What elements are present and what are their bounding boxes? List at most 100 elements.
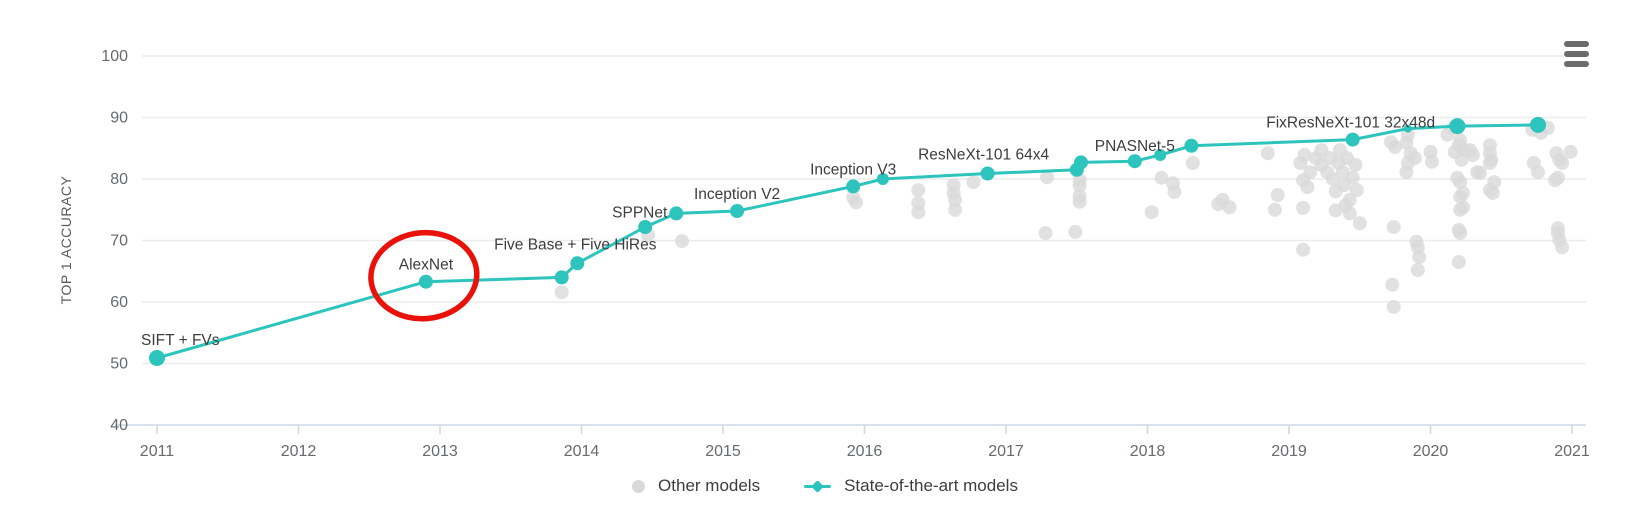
- other-model-point[interactable]: [1349, 183, 1364, 198]
- other-model-point[interactable]: [1260, 146, 1275, 161]
- other-model-point[interactable]: [1386, 220, 1401, 234]
- other-model-point[interactable]: [1410, 263, 1425, 277]
- menu-bar: [1564, 61, 1589, 67]
- sota-point[interactable]: [1154, 149, 1167, 161]
- other-model-point[interactable]: [1297, 148, 1312, 162]
- legend-item-other-models[interactable]: Other models: [632, 476, 760, 496]
- sota-point[interactable]: [1345, 132, 1360, 147]
- other-model-point[interactable]: [911, 205, 926, 220]
- other-model-point[interactable]: [1068, 224, 1083, 239]
- sota-point-label: PNASNet-5: [1095, 138, 1175, 155]
- other-model-point[interactable]: [675, 234, 689, 249]
- other-model-point[interactable]: [1038, 226, 1053, 241]
- other-model-point[interactable]: [1167, 184, 1182, 199]
- hamburger-menu-icon[interactable]: [1564, 40, 1592, 68]
- other-model-point[interactable]: [948, 192, 963, 207]
- other-model-point[interactable]: [1154, 170, 1169, 185]
- sota-point[interactable]: [846, 179, 861, 194]
- circle-marker-icon: [632, 479, 646, 493]
- other-model-point[interactable]: [1412, 250, 1427, 265]
- other-model-point[interactable]: [1563, 144, 1578, 159]
- sota-point[interactable]: [669, 206, 684, 221]
- other-model-point[interactable]: [1453, 202, 1468, 217]
- sota-point[interactable]: [570, 256, 585, 271]
- sota-point[interactable]: [418, 274, 433, 289]
- sota-point-label: Inception V2: [694, 186, 780, 203]
- other-model-point[interactable]: [911, 183, 926, 198]
- other-model-point[interactable]: [849, 195, 863, 210]
- sota-point[interactable]: [554, 270, 569, 285]
- x-tick-label: 2020: [1413, 443, 1449, 460]
- other-model-point[interactable]: [1342, 206, 1357, 221]
- other-model-point[interactable]: [554, 285, 569, 300]
- sota-point-label: Five Base + Five HiRes: [494, 236, 657, 253]
- other-model-point[interactable]: [1345, 170, 1360, 185]
- other-model-point[interactable]: [948, 202, 963, 217]
- legend-label: Other models: [658, 476, 761, 495]
- other-model-point[interactable]: [1072, 178, 1087, 193]
- line-diamond-marker-icon: [804, 479, 832, 493]
- menu-bar: [1564, 41, 1589, 47]
- other-model-point[interactable]: [1473, 165, 1487, 180]
- other-model-point[interactable]: [1352, 216, 1367, 231]
- other-model-point[interactable]: [1451, 255, 1466, 269]
- sota-point[interactable]: [1074, 155, 1088, 170]
- other-model-point[interactable]: [1454, 152, 1469, 167]
- other-model-point[interactable]: [1465, 148, 1480, 162]
- x-tick-label: 2018: [1130, 443, 1166, 460]
- other-model-point[interactable]: [966, 175, 981, 190]
- y-tick-label: 100: [101, 48, 128, 65]
- other-model-point[interactable]: [1325, 172, 1340, 186]
- x-tick-label: 2014: [564, 443, 600, 460]
- sota-point[interactable]: [1403, 124, 1412, 133]
- sota-point[interactable]: [638, 220, 653, 234]
- y-tick-label: 50: [110, 356, 128, 373]
- other-model-point[interactable]: [1453, 226, 1468, 241]
- sota-point[interactable]: [1127, 154, 1142, 169]
- sota-point[interactable]: [730, 204, 745, 218]
- other-model-point[interactable]: [1072, 194, 1087, 209]
- other-model-point[interactable]: [1040, 170, 1054, 185]
- other-model-point[interactable]: [1296, 200, 1311, 215]
- other-model-point[interactable]: [1222, 200, 1237, 215]
- other-model-point[interactable]: [1555, 240, 1570, 255]
- other-model-point[interactable]: [1388, 140, 1403, 154]
- other-model-point[interactable]: [1185, 156, 1200, 170]
- legend: Other models State-of-the-art models: [0, 476, 1650, 496]
- other-model-point[interactable]: [1485, 186, 1500, 201]
- x-tick-label: 2019: [1271, 443, 1307, 460]
- x-tick-label: 2021: [1554, 443, 1590, 460]
- highlight-circle-annotation: [368, 229, 480, 322]
- y-tick-label: 40: [110, 417, 128, 434]
- sota-point[interactable]: [149, 350, 165, 366]
- other-model-point[interactable]: [1407, 151, 1422, 166]
- other-model-point[interactable]: [1453, 189, 1468, 204]
- other-model-point[interactable]: [1386, 299, 1401, 314]
- sota-point[interactable]: [1449, 118, 1466, 135]
- other-model-point[interactable]: [1144, 205, 1159, 220]
- other-model-point[interactable]: [1385, 277, 1400, 292]
- sota-point[interactable]: [1530, 116, 1546, 133]
- other-model-point[interactable]: [1267, 202, 1282, 217]
- other-model-point[interactable]: [1531, 165, 1545, 180]
- other-model-point[interactable]: [1399, 165, 1414, 180]
- other-model-point[interactable]: [1555, 156, 1570, 170]
- sota-point[interactable]: [1184, 138, 1199, 153]
- other-model-point[interactable]: [1300, 180, 1315, 194]
- other-model-point[interactable]: [1453, 175, 1468, 190]
- y-tick-label: 90: [110, 110, 128, 127]
- sota-point-label: AlexNet: [399, 257, 454, 274]
- sota-point[interactable]: [980, 166, 995, 181]
- legend-item-sota-models[interactable]: State-of-the-art models: [804, 476, 1018, 496]
- other-model-point[interactable]: [1424, 154, 1439, 169]
- sota-point[interactable]: [876, 173, 889, 185]
- other-model-point[interactable]: [1328, 203, 1343, 218]
- other-model-point[interactable]: [1399, 135, 1414, 150]
- other-model-point[interactable]: [1482, 156, 1497, 170]
- other-model-point[interactable]: [1348, 157, 1363, 172]
- other-model-point[interactable]: [1296, 242, 1311, 257]
- y-axis-title: TOP 1 ACCURACY: [58, 176, 74, 305]
- other-model-point[interactable]: [1550, 170, 1565, 185]
- other-model-point[interactable]: [1270, 188, 1285, 202]
